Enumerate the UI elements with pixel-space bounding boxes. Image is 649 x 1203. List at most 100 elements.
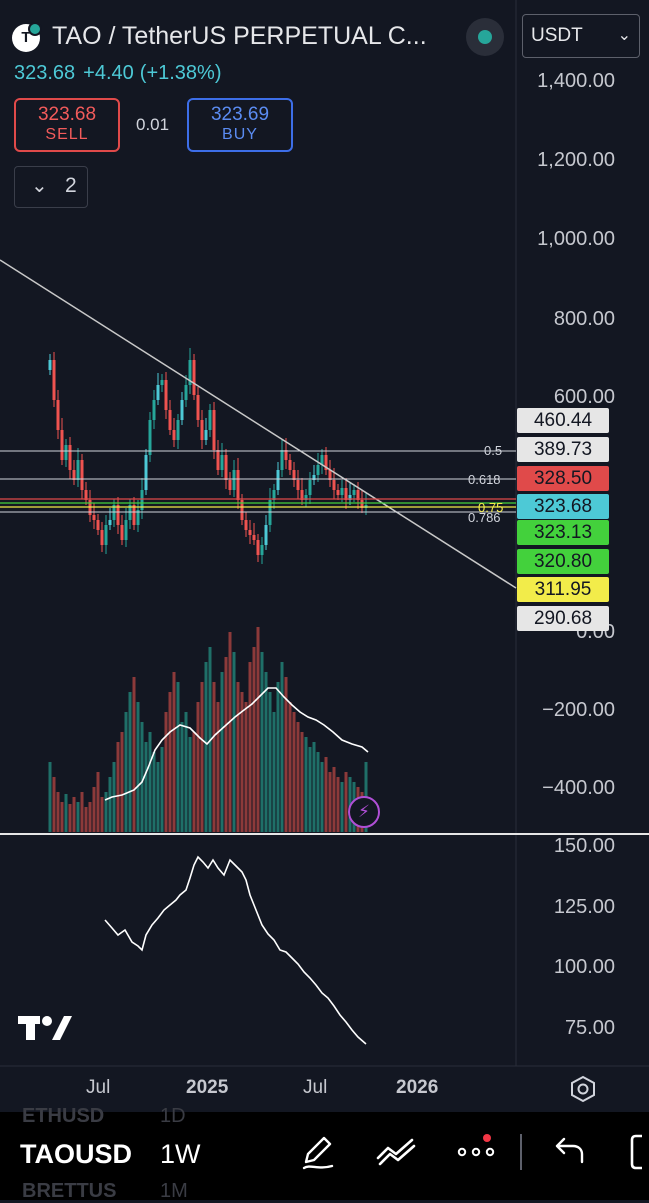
volume-bar (272, 712, 276, 832)
volume-bar (56, 792, 60, 832)
volume-bar (192, 732, 196, 832)
volume-bar (88, 802, 92, 832)
candle-body (60, 430, 64, 460)
candle-body (92, 515, 96, 520)
price-tag: 389.73 (517, 437, 609, 462)
toolbar-divider (520, 1134, 522, 1170)
candle-body (300, 490, 304, 500)
symbol-next[interactable]: BRETTUS (22, 1180, 117, 1202)
candle-body (332, 480, 336, 490)
currency-select[interactable]: USDT ⌄ (522, 14, 640, 58)
candle-body (360, 500, 364, 508)
sell-price: 323.68 (37, 104, 97, 125)
candle-body (164, 380, 168, 410)
candle-body (136, 510, 140, 525)
candle-body (152, 400, 156, 420)
more-icon[interactable] (454, 1130, 498, 1174)
candle-body (216, 450, 220, 470)
price-tag: 460.44 (517, 408, 609, 433)
bottom-toolbar (0, 1112, 649, 1200)
candle-body (244, 520, 248, 530)
time-axis-label: 2026 (396, 1077, 439, 1098)
timeframe-prev[interactable]: 1D (160, 1105, 186, 1127)
candle-body (316, 465, 320, 475)
volume-bar (260, 652, 264, 832)
candle-body (160, 380, 164, 385)
volume-bar (292, 712, 296, 832)
candle-body (252, 535, 256, 540)
volume-bar (140, 722, 144, 832)
candle-body (48, 360, 52, 370)
symbol-title[interactable]: TAO / TetherUS PERPETUAL C... (52, 22, 427, 50)
indicator-count: 2 (65, 174, 77, 197)
candle-body (336, 490, 340, 495)
volume-bar (100, 797, 104, 832)
lightning-icon[interactable]: ⚡ (348, 796, 380, 828)
volume-bar (168, 692, 172, 832)
volume-bar (180, 722, 184, 832)
market-open-dot-icon (478, 30, 492, 44)
volume-bar (124, 712, 128, 832)
symbol-prev[interactable]: ETHUSD (22, 1105, 105, 1127)
oscillator-axis-label: 150.00 (553, 835, 615, 857)
fib-label: 0.618 (468, 472, 501, 487)
sell-label: SELL (45, 126, 89, 143)
timeframe-selector[interactable]: 1W (160, 1139, 201, 1169)
candle-body (144, 455, 148, 490)
indicators-toggle-button[interactable]: ⌄ 2 (14, 166, 88, 208)
symbol-selector[interactable]: TAOUSD (20, 1139, 132, 1169)
candle-body (184, 385, 188, 400)
candle-body (308, 480, 312, 495)
volume-bar (108, 777, 112, 832)
candle-body (256, 540, 260, 555)
volume-bar (64, 794, 68, 832)
volume-bar (216, 702, 220, 832)
candle-body (120, 525, 124, 540)
volume-bar (160, 747, 164, 832)
candle-body (124, 520, 128, 540)
settings-hexagon-icon[interactable] (568, 1074, 598, 1104)
candle-body (192, 360, 196, 395)
volume-bar (204, 662, 208, 832)
pen-icon[interactable] (296, 1130, 340, 1174)
sell-button[interactable]: 323.68 SELL (14, 98, 120, 152)
tao-logo-icon: T (12, 24, 40, 52)
undo-icon[interactable] (548, 1130, 592, 1174)
candle-body (52, 360, 56, 400)
candle-body (176, 420, 180, 440)
candle-body (212, 410, 216, 450)
price-axis-label: 800.00 (553, 308, 615, 330)
volume-bar (236, 682, 240, 832)
volume-bar (344, 772, 348, 832)
price-change-pct: (+1.38%) (139, 62, 222, 84)
timeframe-next[interactable]: 1M (160, 1180, 188, 1202)
volume-bar (212, 682, 216, 832)
fullscreen-icon[interactable] (626, 1132, 649, 1172)
volume-bar (228, 632, 232, 832)
volume-bar (256, 627, 260, 832)
volume-ma-line (104, 687, 369, 801)
volume-bar (268, 692, 272, 832)
candle-body (248, 530, 252, 535)
buy-button[interactable]: 323.69 BUY (187, 98, 293, 152)
logo-status-dot (28, 22, 42, 36)
volume-bar (220, 672, 224, 832)
trend-tools-icon[interactable] (374, 1130, 418, 1174)
candle-body (208, 410, 212, 430)
volume-bar (324, 757, 328, 832)
volume-bar (128, 692, 132, 832)
volume-bar (184, 712, 188, 832)
candle-body (352, 490, 356, 495)
volume-bar (176, 682, 180, 832)
volume-bar (276, 682, 280, 832)
candle-body (180, 400, 184, 420)
candle-body (196, 395, 200, 420)
volume-bar (156, 762, 160, 832)
candle-body (56, 400, 60, 430)
candle-body (344, 488, 348, 500)
candle-body (140, 490, 144, 510)
chart-canvas[interactable] (0, 0, 649, 1112)
candle-body (272, 490, 276, 500)
volume-bar (172, 672, 176, 832)
volume-bar (308, 747, 312, 832)
